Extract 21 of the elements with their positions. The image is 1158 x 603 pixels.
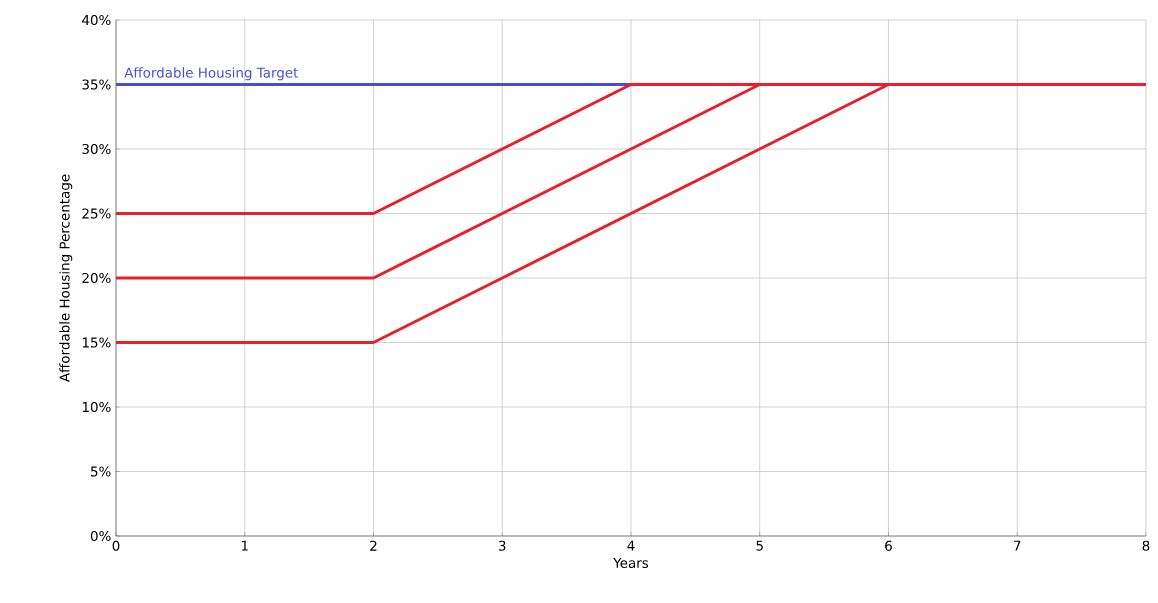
x-tick-label: 6 — [885, 540, 892, 551]
x-tick-label: 5 — [756, 540, 763, 551]
x-axis-title: Years — [613, 558, 649, 569]
x-tick-label: 3 — [498, 540, 506, 551]
y-axis-title: Affordable Housing Percentage — [59, 174, 73, 382]
y-tick-label: 30% — [82, 143, 111, 155]
x-tick-label: 4 — [627, 540, 635, 551]
x-tick-label: 1 — [241, 540, 248, 551]
x-tick-label: 8 — [1142, 540, 1150, 551]
x-tick-label: 7 — [1014, 540, 1021, 551]
ref-line-label: Affordable Housing Target — [124, 67, 299, 81]
x-tick-label: 2 — [370, 540, 377, 551]
y-tick-label: 35% — [82, 79, 111, 90]
x-tick-label: 0 — [112, 540, 120, 551]
y-tick-label: 0% — [90, 530, 111, 542]
y-tick-label: 10% — [82, 401, 111, 413]
y-tick-label: 15% — [82, 337, 111, 348]
y-tick-label: 25% — [82, 208, 111, 219]
y-tick-label: 20% — [82, 272, 111, 284]
y-tick-label: 40% — [82, 14, 111, 26]
y-tick-label: 5% — [91, 466, 111, 477]
